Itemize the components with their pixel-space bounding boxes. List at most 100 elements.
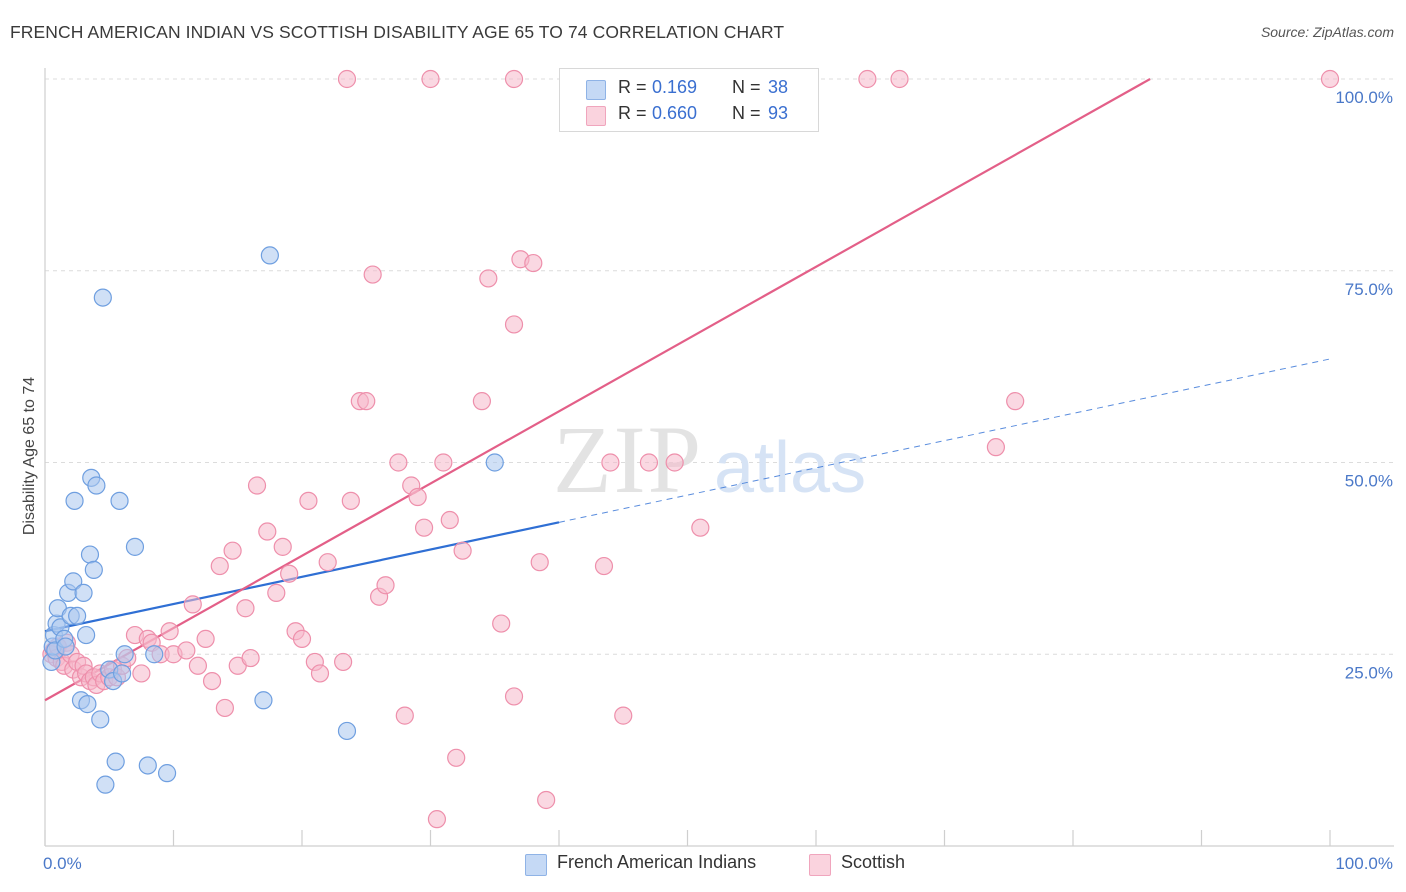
french-american-indian-point xyxy=(485,453,504,472)
scottish-point xyxy=(183,595,202,614)
scottish-point xyxy=(357,392,376,411)
scottish-point xyxy=(434,453,453,472)
scottish-point xyxy=(280,564,299,583)
scottish-point xyxy=(267,583,286,602)
french-american-indian-point xyxy=(65,491,84,510)
scottish-point xyxy=(492,614,511,633)
french-american-indian-point xyxy=(145,645,164,664)
scottish-point xyxy=(363,265,382,284)
scottish-point xyxy=(341,491,360,510)
french-trend-line xyxy=(44,521,560,633)
scottish-point xyxy=(215,698,234,718)
scottish-point xyxy=(1320,69,1340,89)
scottish-point xyxy=(504,315,524,334)
french-american-indian-point xyxy=(77,625,96,645)
x-tick-label: 0.0% xyxy=(43,854,82,873)
french-american-indian-point xyxy=(78,695,97,714)
scottish-point xyxy=(408,487,427,507)
trend-lines xyxy=(44,78,1331,702)
legend-n-label: N = xyxy=(732,103,761,123)
scottish-point xyxy=(177,641,196,660)
french-american-indian-point xyxy=(87,476,106,495)
scottish-point xyxy=(601,453,620,472)
scottish-point xyxy=(395,706,414,725)
french-american-indian-point xyxy=(91,710,110,729)
bottom-legend-label: French American Indians xyxy=(557,852,757,872)
scottish-point xyxy=(223,541,242,560)
scottish-point xyxy=(691,518,710,537)
french-american-indian-point xyxy=(106,752,125,771)
scottish-point xyxy=(890,69,909,89)
scottish-point xyxy=(594,556,614,576)
scottish-point xyxy=(273,537,292,556)
scottish-point xyxy=(537,790,556,810)
bottom-legend-swatch-pink xyxy=(809,854,831,876)
scottish-point xyxy=(858,69,877,89)
legend-swatch-blue xyxy=(586,80,606,100)
scottish-point xyxy=(504,687,524,706)
french-american-indian-point xyxy=(96,775,115,794)
legend-r-label: R = xyxy=(618,77,647,97)
french-american-indian-point xyxy=(254,691,273,710)
scottish-point xyxy=(472,392,491,411)
scottish-point xyxy=(337,69,357,89)
scottish-point xyxy=(196,629,215,649)
scottish-point xyxy=(614,706,633,725)
scottish-point xyxy=(447,748,466,767)
y-tick-label: 75.0% xyxy=(1345,280,1393,299)
french-american-indian-point xyxy=(64,572,83,591)
scottish-point xyxy=(258,522,277,541)
legend-n-value: 38 xyxy=(768,77,789,97)
legend-r-label: R = xyxy=(618,103,647,123)
scottish-point xyxy=(188,656,208,675)
y-tick-label: 100.0% xyxy=(1335,88,1393,107)
scottish-point xyxy=(530,553,549,572)
gridlines xyxy=(45,78,1394,655)
scottish-points xyxy=(42,69,1340,829)
scottish-point xyxy=(440,510,459,530)
french-american-indian-point xyxy=(80,545,100,564)
scottish-point xyxy=(247,476,267,495)
y-axis-label: Disability Age 65 to 74 xyxy=(21,377,38,535)
french-american-indian-points xyxy=(42,246,504,794)
scottish-point xyxy=(427,810,447,829)
y-tick-label: 50.0% xyxy=(1345,472,1393,491)
bottom-legend-swatch-blue xyxy=(525,854,547,876)
french-american-indian-point xyxy=(56,637,75,656)
scottish-point xyxy=(160,622,179,641)
source-label: Source: ZipAtlas.com xyxy=(1260,24,1394,40)
french-american-indian-point xyxy=(84,560,103,579)
scottish-point xyxy=(210,556,229,576)
scottish-point xyxy=(299,491,318,510)
scottish-point xyxy=(665,453,684,472)
french-american-indian-point xyxy=(125,537,145,556)
scottish-point xyxy=(389,453,408,472)
legend-swatch-pink xyxy=(586,106,606,126)
scottish-point xyxy=(639,453,659,472)
french-american-indian-point xyxy=(93,288,112,307)
x-tick-label: 100.0% xyxy=(1335,854,1393,873)
scottish-point xyxy=(524,253,543,273)
french-american-indian-point xyxy=(138,756,157,775)
french-american-indian-point xyxy=(115,645,134,664)
french-american-indian-point xyxy=(157,764,177,783)
chart-title: FRENCH AMERICAN INDIAN VS SCOTTISH DISAB… xyxy=(10,22,785,42)
scottish-point xyxy=(1006,392,1025,411)
legend-r-value: 0.660 xyxy=(652,103,698,123)
scottish-point xyxy=(376,576,395,595)
legend-r-value: 0.169 xyxy=(652,77,698,97)
scottish-point xyxy=(292,629,312,649)
scottish-point xyxy=(504,69,524,89)
y-tick-label: 25.0% xyxy=(1345,663,1393,682)
scottish-point xyxy=(310,664,330,683)
french-american-indian-point xyxy=(112,664,132,683)
scottish-point xyxy=(453,541,472,560)
watermark-atlas: atlas xyxy=(714,428,866,508)
tick-labels: 25.0% 50.0% 75.0% 100.0% 0.0% 100.0% xyxy=(43,88,1393,873)
scottish-point xyxy=(986,438,1006,457)
scottish-point xyxy=(241,648,260,668)
french-american-indian-point xyxy=(74,583,93,602)
french-american-indian-point xyxy=(337,721,357,741)
scottish-point xyxy=(202,671,222,691)
scottish-point xyxy=(318,553,337,572)
